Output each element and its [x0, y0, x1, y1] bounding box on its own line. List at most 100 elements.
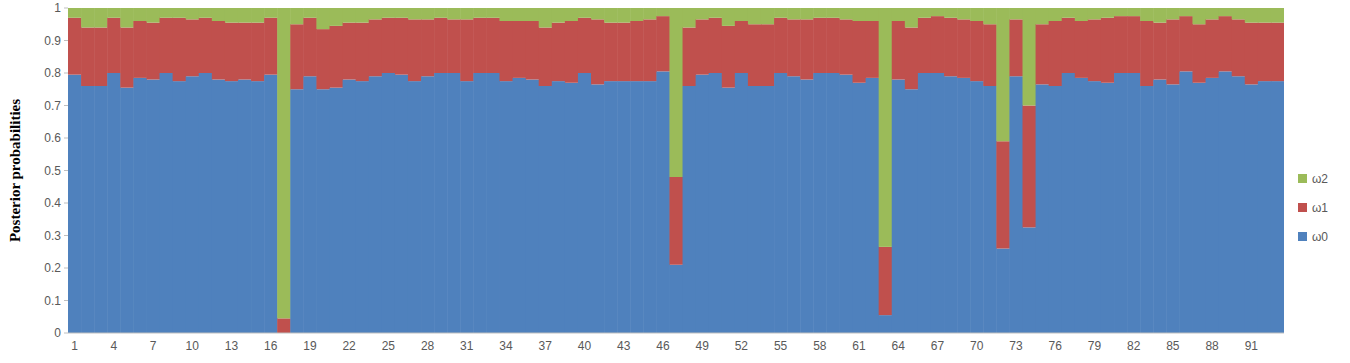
bar-segment: [1101, 8, 1115, 18]
legend-label: ω1: [1312, 201, 1328, 215]
bar-segment: [892, 80, 906, 334]
bar-segment: [303, 76, 317, 333]
bar-segment: [1166, 84, 1180, 333]
bar-segment: [1009, 19, 1023, 76]
bar-segment: [578, 8, 592, 18]
bar-segment: [447, 73, 461, 333]
bar-segment: [526, 80, 540, 334]
bar-segment: [290, 89, 304, 333]
bar-segment: [787, 19, 801, 76]
bar-segment: [905, 28, 919, 90]
bar-segment: [800, 8, 814, 19]
bar-segment: [133, 21, 147, 78]
y-tick-label: 0.3: [44, 229, 61, 243]
bar-segment: [1258, 23, 1272, 82]
bar-segment: [1049, 86, 1063, 333]
y-tick-label: 1: [54, 1, 61, 15]
bar-segment: [853, 8, 867, 21]
bar-segment: [957, 19, 971, 78]
bar-segment: [1101, 18, 1115, 83]
bar-segment: [382, 18, 396, 73]
bar-segment: [1022, 106, 1036, 228]
bar-segment: [839, 8, 853, 19]
bar-segment: [460, 81, 474, 333]
bar-segment: [94, 28, 108, 87]
bar-segment: [199, 18, 213, 73]
x-tick-label: 52: [735, 339, 749, 353]
x-tick-label: 7: [150, 339, 157, 353]
bar-segment: [238, 80, 252, 334]
bar-segment: [643, 19, 657, 81]
bar-segment: [866, 8, 880, 21]
x-tick-label: 4: [110, 339, 117, 353]
bar-segment: [539, 28, 553, 87]
x-tick-label: 82: [1127, 339, 1141, 353]
bar-segment: [382, 73, 396, 333]
y-tick-label: 0: [54, 326, 61, 340]
bar-segment: [356, 23, 370, 82]
bar-segment: [499, 81, 513, 333]
x-tick-label: 76: [1049, 339, 1063, 353]
bar-segment: [499, 21, 513, 81]
x-tick-label: 37: [539, 339, 553, 353]
bar-segment: [264, 75, 278, 333]
bar-segment: [1022, 8, 1036, 106]
bar-segment: [774, 8, 788, 18]
bar-segment: [1009, 8, 1023, 19]
bar-segment: [683, 8, 697, 28]
y-tick-label: 0.2: [44, 261, 61, 275]
bar-segment: [552, 81, 566, 333]
bar-segment: [1062, 18, 1076, 73]
bar-segment: [1127, 16, 1141, 73]
bar-segment: [395, 8, 409, 18]
bar-segment: [617, 8, 631, 23]
bar-segment: [173, 8, 187, 18]
y-tick: [64, 203, 68, 204]
legend-label: ω2: [1312, 172, 1328, 186]
x-tick-label: 40: [578, 339, 592, 353]
bar-segment: [186, 8, 200, 19]
bar-segment: [212, 8, 226, 21]
bar-segment: [1140, 86, 1154, 333]
bar-segment: [970, 21, 984, 81]
bar-segment: [617, 23, 631, 82]
bar-segment: [931, 73, 945, 333]
bar-segment: [787, 8, 801, 19]
bar-segment: [1088, 8, 1102, 19]
bar-segment: [552, 8, 566, 23]
bar-segment: [1206, 8, 1220, 19]
bar-segment: [1271, 8, 1284, 23]
bar-segment: [866, 21, 880, 78]
bar-segment: [251, 23, 265, 82]
bar-segment: [669, 8, 683, 177]
bar-segment: [1179, 16, 1193, 71]
bar-segment: [356, 81, 370, 333]
y-tick-label: 0.7: [44, 99, 61, 113]
bar-segment: [133, 8, 147, 21]
bar-segment: [774, 18, 788, 73]
bar-segment: [696, 75, 710, 333]
bar-segment: [81, 8, 95, 28]
bar-segment: [709, 18, 723, 73]
bar-segment: [800, 19, 814, 79]
bar-segment: [1179, 71, 1193, 333]
bar-segment: [316, 89, 330, 333]
chart: 00.10.20.30.40.50.60.70.80.9114710131619…: [0, 0, 1350, 363]
bar-segment: [591, 8, 605, 19]
x-tick-label: 13: [225, 339, 239, 353]
bar-segment: [918, 8, 932, 18]
bar-segment: [1245, 23, 1259, 85]
bar-segment: [1258, 8, 1272, 23]
bar-segment: [316, 8, 330, 29]
x-tick-label: 28: [421, 339, 435, 353]
bar-segment: [617, 81, 631, 333]
bar-segment: [761, 24, 775, 86]
y-tick: [64, 333, 68, 334]
bar-segment: [983, 86, 997, 333]
bar-segment: [996, 8, 1010, 141]
bar-segment: [1153, 8, 1167, 23]
bar-segment: [1245, 8, 1259, 23]
bar-segment: [1088, 81, 1102, 333]
bar-segment: [199, 73, 213, 333]
bar-segment: [1271, 23, 1284, 82]
